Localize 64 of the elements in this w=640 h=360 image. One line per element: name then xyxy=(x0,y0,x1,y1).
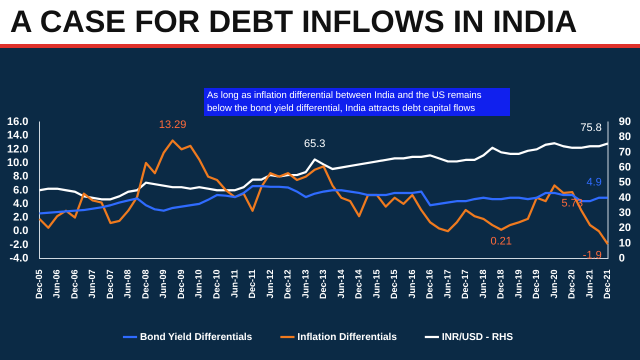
y-tick-label: 2.0 xyxy=(13,212,28,224)
y-tick-label: -2.0 xyxy=(9,238,28,251)
x-tick-label: Jun-12 xyxy=(264,269,275,298)
y2-tick-label: 60 xyxy=(618,162,632,174)
x-tick-label: Dec-08 xyxy=(140,269,150,300)
y-tick-label: 6.0 xyxy=(13,184,28,196)
legend-label: Bond Yield Differentials xyxy=(140,332,253,343)
x-tick-label: Jun-07 xyxy=(87,269,98,298)
y2-tick-label: 30 xyxy=(618,207,632,220)
x-tick-label: Dec-16 xyxy=(424,269,435,300)
x-tick-label: Jun-15 xyxy=(371,269,382,298)
y2-tick-label: 40 xyxy=(618,192,632,204)
x-tick-label: Jun-11 xyxy=(229,269,240,298)
data-label: 4.9 xyxy=(586,176,602,188)
x-tick-label: Dec-10 xyxy=(212,269,222,300)
x-tick-label: Dec-06 xyxy=(69,269,80,300)
y2-tick-label: 80 xyxy=(618,131,632,144)
x-tick-label: Jun-14 xyxy=(336,269,346,298)
x-tick-label: Dec-19 xyxy=(531,269,542,300)
y2-tick-label: 20 xyxy=(618,222,632,234)
y2-tick-label: 90 xyxy=(618,116,632,128)
x-tick-label: Jun-13 xyxy=(300,269,310,298)
x-tick-label: Jun-19 xyxy=(513,269,524,298)
x-tick-label: Dec-17 xyxy=(460,269,470,300)
x-tick-label: Jun-17 xyxy=(442,269,452,298)
y-tick-label: 10.0 xyxy=(6,156,28,169)
legend-label: INR/USD - RHS xyxy=(442,332,514,343)
x-tick-label: Dec-14 xyxy=(354,269,364,300)
text: As long as inflation differential between India and the US remains below the bond yield differential, India attracts debt capital flows xyxy=(204,88,510,116)
x-tick-label: Jun-09 xyxy=(158,269,168,298)
y2-tick-label: 0 xyxy=(618,252,625,265)
y2-tick-label: 50 xyxy=(618,176,632,189)
x-tick-label: Jun-06 xyxy=(52,269,62,298)
x-tick-label: Jun-18 xyxy=(478,269,488,298)
y-tick-label: 14.0 xyxy=(6,130,28,142)
x-tick-label: Jun-08 xyxy=(122,269,133,298)
x-tick-label: Dec-15 xyxy=(389,269,400,300)
x-tick-label: Dec-11 xyxy=(247,269,258,299)
y-tick-label: 16.0 xyxy=(6,116,28,128)
x-tick-label: Jun-20 xyxy=(548,269,559,298)
data-label: 13.29 xyxy=(158,119,186,132)
y-tick-label: 4.0 xyxy=(13,198,28,210)
x-tick-label: Dec-21 xyxy=(602,269,612,300)
y-tick-label: -4.0 xyxy=(9,252,28,265)
y-tick-label: 8.0 xyxy=(13,170,28,183)
x-tick-label: Dec-13 xyxy=(318,269,328,300)
data-label: 75.8 xyxy=(580,122,602,134)
x-tick-label: Dec-18 xyxy=(496,269,506,300)
data-label: 65.3 xyxy=(304,138,326,150)
x-tick-label: Jun-16 xyxy=(406,269,417,298)
y-tick-label: 0.0 xyxy=(13,225,28,238)
y2-tick-label: 70 xyxy=(618,146,632,158)
chart-title: A CASE FOR DEBT INFLOWS IN INDIA xyxy=(10,4,578,40)
x-tick-label: Dec-05 xyxy=(34,269,44,300)
legend-label: Inflation Differentials xyxy=(297,332,398,343)
x-tick-label: Dec-07 xyxy=(104,269,115,300)
data-label: 0.21 xyxy=(490,235,512,248)
x-tick-label: Jun-21 xyxy=(584,269,594,298)
x-tick-label: Dec-12 xyxy=(282,269,293,300)
x-tick-label: Dec-09 xyxy=(176,269,186,300)
x-tick-label: Dec-20 xyxy=(566,269,577,300)
y2-tick-label: 10 xyxy=(618,237,632,250)
x-tick-label: Jun-10 xyxy=(194,269,204,298)
y-tick-label: 12.0 xyxy=(6,143,28,156)
